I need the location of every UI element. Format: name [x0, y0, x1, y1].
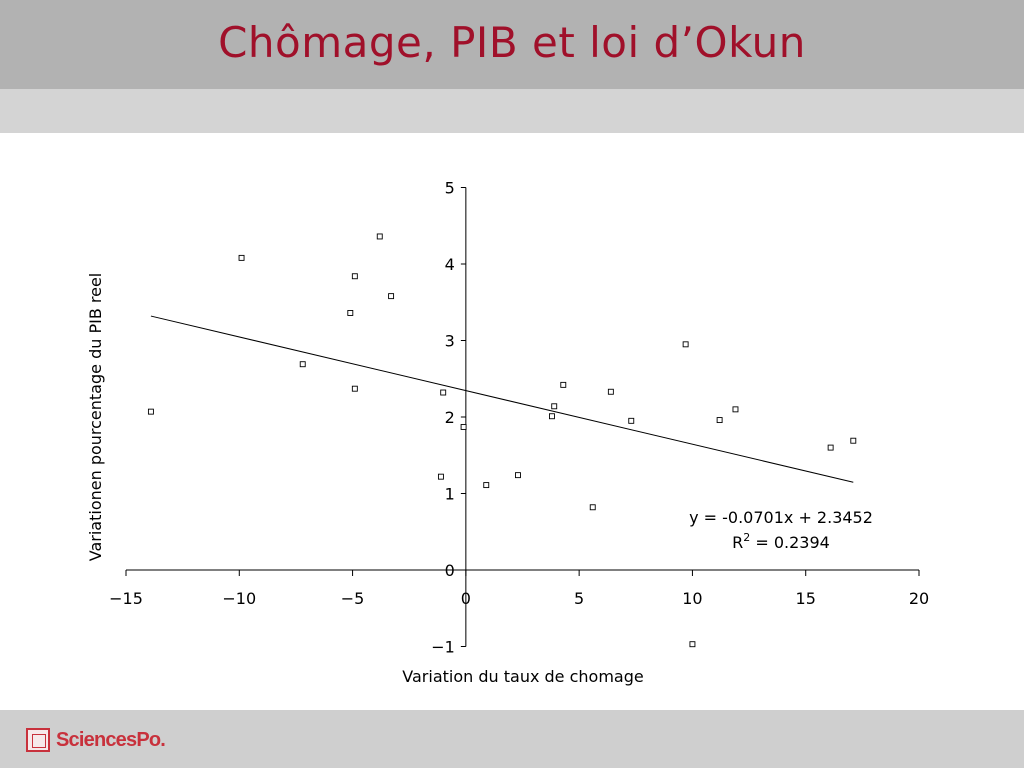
data-points [147, 233, 857, 648]
sciencespo-logo: SciencesPo. [26, 728, 166, 752]
data-point [589, 504, 596, 511]
data-point [483, 482, 490, 489]
data-point [689, 641, 696, 648]
data-point [628, 417, 635, 424]
title-bar: Chômage, PIB et loi d’Okun [0, 0, 1024, 89]
y-axis-label: Variationen pourcentage du PIB reel [86, 273, 105, 561]
x-tick-label: 10 [682, 589, 702, 608]
subtitle-bar [0, 89, 1024, 133]
data-point [351, 385, 358, 392]
data-point [549, 413, 555, 420]
trendline-group [150, 315, 854, 483]
r2-label: R [732, 533, 743, 552]
x-tick-label: 15 [796, 589, 816, 608]
data-point [460, 423, 467, 430]
data-point [682, 341, 689, 348]
trendline [150, 315, 854, 483]
data-point [351, 273, 358, 280]
y-tick-label: 3 [445, 332, 455, 351]
y-tick-label: 1 [445, 485, 455, 504]
x-axis: −15 −10 −5 0 5 10 15 20 [109, 569, 929, 608]
sciencespo-logo-icon [26, 728, 50, 752]
x-axis-label: Variation du taux de chomage [402, 667, 643, 686]
x-tick-label: −5 [341, 589, 365, 608]
y-tick-label: 2 [445, 408, 455, 427]
x-tick-label: 5 [574, 589, 584, 608]
data-point [347, 310, 354, 316]
logo-text: SciencesPo. [56, 728, 166, 751]
data-point [551, 403, 558, 410]
data-point [376, 233, 383, 240]
data-point [440, 389, 447, 396]
footer-bar: SciencesPo. [0, 710, 1024, 768]
data-point [515, 472, 521, 479]
data-point [437, 473, 444, 480]
data-point [299, 361, 306, 368]
data-point [850, 437, 857, 444]
trendline-equation: y = -0.0701x + 2.3452 [689, 508, 873, 527]
y-tick-label: −1 [431, 638, 455, 657]
y-tick-label: 4 [445, 255, 455, 274]
r2-superscript: 2 [743, 531, 750, 544]
data-point [238, 254, 245, 261]
data-point [716, 417, 723, 424]
r2-value: = 0.2394 [750, 533, 830, 552]
x-tick-label: −15 [109, 589, 143, 608]
x-tick-label: −10 [222, 589, 256, 608]
data-point [560, 381, 567, 388]
y-tick-label: 5 [445, 179, 455, 198]
data-point [147, 408, 154, 415]
trendline-r2: R2 = 0.2394 [732, 531, 830, 552]
x-tick-label: 20 [909, 589, 929, 608]
data-point [827, 444, 834, 451]
data-point [388, 293, 395, 300]
x-tick-label: 0 [461, 589, 471, 608]
slide-title: Chômage, PIB et loi d’Okun [218, 18, 806, 67]
data-point [732, 406, 739, 413]
data-point [607, 388, 614, 395]
